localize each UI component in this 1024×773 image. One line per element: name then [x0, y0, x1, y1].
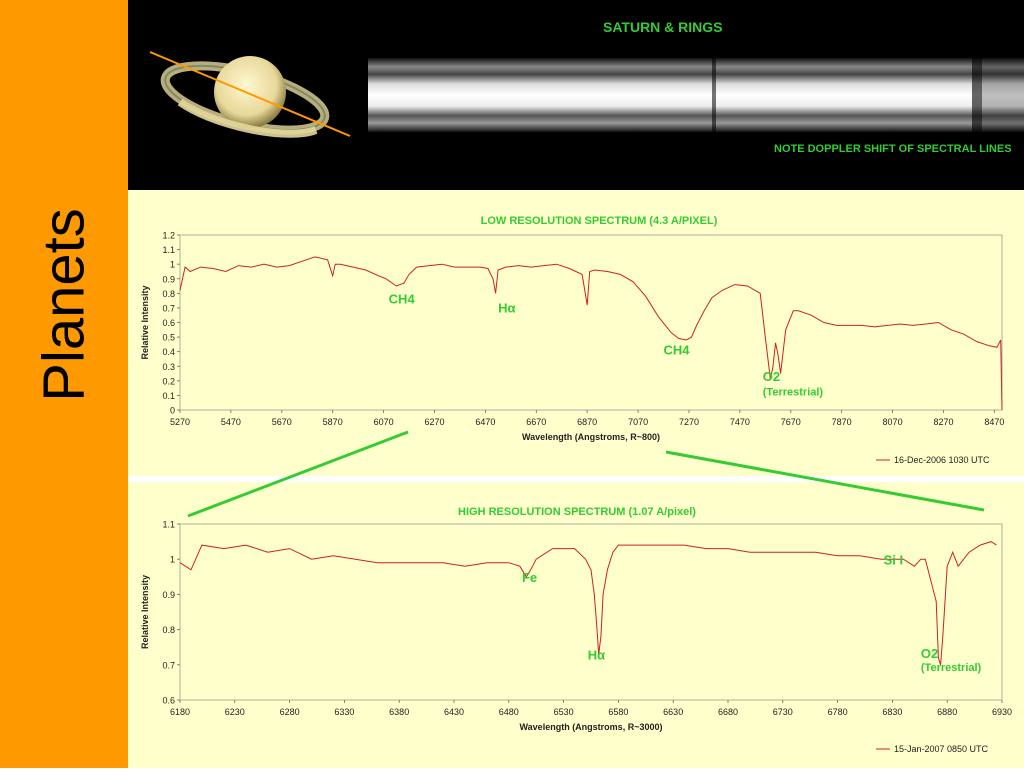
low-resolution-panel: LOW RESOLUTION SPECTRUM (4.3 A/PIXEL) 0 0.… — [128, 190, 1024, 476]
chart-0-x-tick-label: 5270 — [170, 417, 190, 427]
chart-0-annotation-label: (Terrestrial) — [763, 386, 824, 398]
chart-0-x-tick-label: 8470 — [984, 417, 1004, 427]
chart-0-x-tick-label: 5870 — [323, 417, 343, 427]
chart-1-x-tick-label: 6730 — [773, 707, 793, 717]
chart-0-title: LOW RESOLUTION SPECTRUM (4.3 A/PIXEL) — [481, 215, 718, 227]
chart-1-annotation-label: O2 — [921, 646, 938, 661]
chart-0-legend-label: 16-Dec-2006 1030 UTC — [894, 455, 990, 465]
chart-0-x-tick-label: 6070 — [374, 417, 394, 427]
chart-1-y-tick-label: 1 — [170, 555, 175, 565]
chart-1-annotation-label: Fe — [522, 570, 537, 585]
chart-1-x-tick-label: 6680 — [718, 707, 738, 717]
chart-1-annotation-label: (Terrestrial) — [921, 662, 982, 674]
chart-1-x-tick-label: 6530 — [554, 707, 574, 717]
chart-1-annotation-label: Si I — [884, 552, 904, 567]
chart-1-x-tick-label: 6180 — [170, 707, 190, 717]
chart-1-y-tick-label: 0.7 — [162, 660, 175, 670]
chart-0-y-tick-label: 0.9 — [162, 274, 175, 284]
chart-0-y-tick-label: 0.8 — [162, 289, 175, 299]
chart-0-x-tick-label: 7470 — [730, 417, 750, 427]
chart-1-x-axis-label: Wavelength (Angstroms, R~3000) — [520, 722, 663, 732]
chart-1-x-tick-label: 6780 — [828, 707, 848, 717]
chart-1-annotation-label: Hα — [588, 648, 605, 663]
chart-0-y-tick-label: 0.6 — [162, 318, 175, 328]
chart-0-x-tick-label: 5470 — [221, 417, 241, 427]
chart-1-x-tick-label: 6830 — [882, 707, 902, 717]
chart-0-x-tick-label: 6270 — [424, 417, 444, 427]
chart-1-x-tick-label: 6280 — [280, 707, 300, 717]
chart-1-series-line — [179, 541, 997, 665]
chart-1-y-tick-label: 0.9 — [162, 590, 175, 600]
chart-0-x-tick-label: 6670 — [526, 417, 546, 427]
chart-1-x-tick-label: 6480 — [499, 707, 519, 717]
chart-1-y-tick-label: 0.8 — [162, 625, 175, 635]
chart-0-y-tick-label: 0.7 — [162, 303, 175, 313]
chart-0-y-axis-label: Relative Intensity — [140, 285, 150, 359]
chart-0-y-tick-label: 0.1 — [162, 391, 175, 401]
saturn-image — [149, 51, 351, 138]
chart-1-x-tick-label: 6230 — [225, 707, 245, 717]
chart-1-x-tick-label: 6430 — [444, 707, 464, 717]
saturn-title: SATURN & RINGS — [603, 19, 723, 35]
doppler-note: NOTE DOPPLER SHIFT OF SPECTRAL LINES — [774, 143, 1012, 155]
chart-0-x-tick-label: 8070 — [883, 417, 903, 427]
chart-1-legend-label: 15-Jan-2007 0850 UTC — [894, 744, 989, 754]
chart-0-y-tick-label: 0.2 — [162, 376, 175, 386]
chart-0-series-line — [179, 256, 1003, 411]
low-resolution-chart: LOW RESOLUTION SPECTRUM (4.3 A/PIXEL) 0 0.… — [140, 215, 1004, 465]
chart-0-annotation-label: CH4 — [389, 292, 416, 307]
chart-0-annotation-label: Hα — [498, 300, 515, 315]
chart-0-y-tick-label: 1.2 — [162, 231, 175, 241]
chart-0-x-tick-label: 7670 — [781, 417, 801, 427]
chart-0-y-tick-label: 0 — [170, 406, 175, 416]
chart-0-y-tick-label: 1.1 — [162, 245, 175, 255]
panel-divider — [128, 476, 1024, 482]
chart-1-y-tick-label: 0.6 — [162, 696, 175, 706]
chart-1-x-tick-label: 6330 — [334, 707, 354, 717]
chart-1-x-tick-label: 6380 — [389, 707, 409, 717]
saturn-spectrum-image — [368, 58, 1024, 132]
chart-1-x-tick-label: 6630 — [663, 707, 683, 717]
chart-0-x-tick-label: 7870 — [832, 417, 852, 427]
chart-0-annotation-label: CH4 — [664, 343, 691, 358]
chart-0-x-tick-label: 8270 — [933, 417, 953, 427]
chart-0-y-tick-label: 1 — [170, 260, 175, 270]
chart-1-x-tick-label: 6880 — [937, 707, 957, 717]
chart-1-title: HIGH RESOLUTION SPECTRUM (1.07 A/pixel) — [458, 506, 696, 518]
chart-1-x-tick-label: 6930 — [992, 707, 1012, 717]
chart-1-x-tick-label: 6580 — [608, 707, 628, 717]
chart-0-annotation-label: O2 — [763, 369, 780, 384]
chart-0-x-tick-label: 6870 — [577, 417, 597, 427]
chart-0-x-tick-label: 7070 — [628, 417, 648, 427]
high-resolution-panel: HIGH RESOLUTION SPECTRUM (1.07 A/pixel) 0… — [128, 482, 1024, 768]
chart-0-y-tick-label: 0.3 — [162, 362, 175, 372]
chart-0-x-axis-label: Wavelength (Angstroms, R~800) — [522, 432, 660, 442]
chart-0-y-tick-label: 0.4 — [162, 347, 175, 357]
chart-0-x-tick-label: 7270 — [679, 417, 699, 427]
chart-0-x-tick-label: 6470 — [475, 417, 495, 427]
chart-0-x-tick-label: 5670 — [272, 417, 292, 427]
sidebar: Planets — [0, 0, 128, 768]
chart-1-y-axis-label: Relative Intensity — [140, 575, 150, 649]
chart-1-y-tick-label: 1.1 — [162, 520, 175, 530]
chart-0-y-tick-label: 0.5 — [162, 333, 175, 343]
high-resolution-chart: HIGH RESOLUTION SPECTRUM (1.07 A/pixel) 0… — [140, 506, 1012, 754]
slide-title: Planets — [31, 208, 97, 402]
chart-1-plot-area — [179, 523, 1003, 701]
